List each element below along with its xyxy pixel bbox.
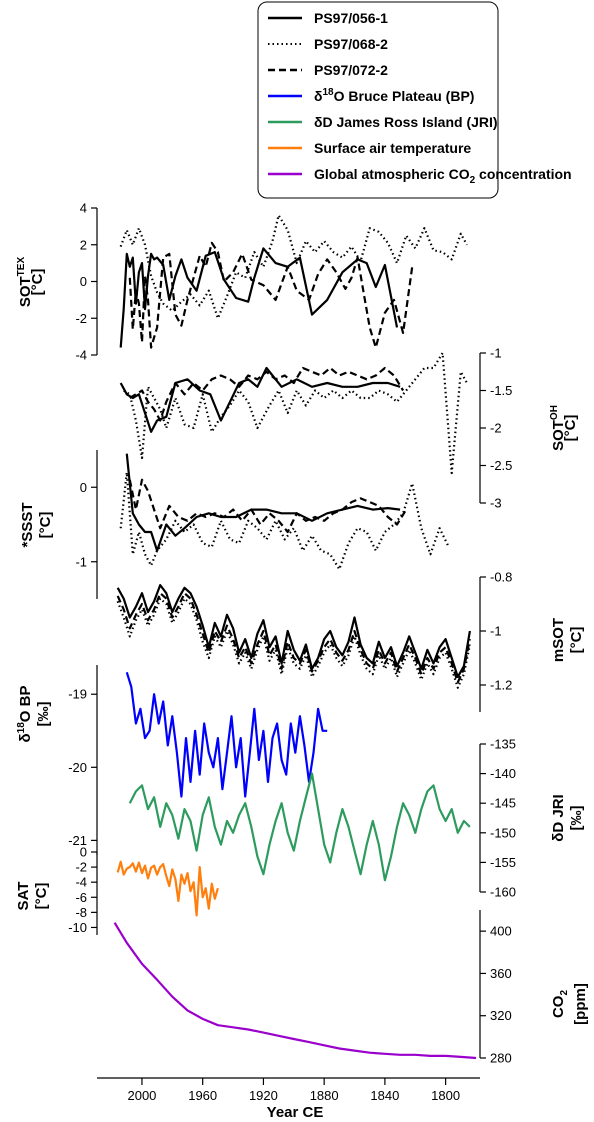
co2-y-tick-label: 360 — [490, 966, 512, 981]
sotoh-y-tick-label: -1 — [490, 346, 502, 361]
ssst-y-tick-label: -1 — [75, 554, 87, 569]
msot-y-tick-label: -1.2 — [490, 678, 512, 693]
sotoh-series-ps97-056-1 — [119, 366, 401, 433]
jri-y-tick-label: -150 — [490, 825, 516, 840]
sottex-series-ps97-072-2 — [128, 241, 414, 349]
sotoh-series-ps97-068-2 — [123, 351, 468, 475]
panel-sat: 0-2-4-6-8-10 SAT[°C] — [15, 845, 219, 935]
legend-label-james-ross-island: δD James Ross Island (JRI) — [314, 114, 498, 130]
co2-y-tick-label: 400 — [490, 924, 512, 939]
sottex-y-tick-label: 4 — [80, 201, 87, 216]
x-axis-label: Year CE — [267, 1104, 324, 1121]
ssst-y-tick-label: 0 — [80, 480, 87, 495]
sotoh-y-tick-label: -2 — [490, 421, 502, 436]
panels: 420-2-4SOTTEX[°C]-1-1.5-2-2.5-3SOTOH[°C]… — [15, 201, 589, 1066]
sat-series-surface-air-temperature — [116, 860, 219, 917]
sottex-y-tick-label: 2 — [80, 237, 87, 252]
co2-series-global-atmospheric-co2-concentration — [113, 922, 477, 1060]
jri-y-tick-label: -145 — [490, 796, 516, 811]
jri-y-tick-label: -135 — [490, 737, 516, 752]
ssst-series-ps97-056-1 — [125, 453, 401, 552]
co2-y-tick-label: 320 — [490, 1008, 512, 1023]
ssst-series-ps97-072-2 — [128, 478, 408, 534]
co2-y-axis-label: CO2 [ppm] — [550, 983, 589, 1025]
sat-y-tick-label: -4 — [75, 875, 87, 890]
sat-y-tick-label: -6 — [75, 890, 87, 905]
jri-y-axis-label: δD JRI[‰] — [550, 794, 585, 841]
panel-msot: -0.8 -1 -1.2 mSOT[°C] — [116, 570, 585, 712]
jri-y-tick-label: -160 — [490, 885, 516, 900]
co2-y-tick-label: 280 — [490, 1051, 512, 1066]
x-axis-ticks: 2000 1960 1920 1880 1840 1800 — [127, 1078, 460, 1103]
sottex-series-ps97-056-1 — [119, 247, 399, 348]
panel-co2: 280 320 360 400 CO2 [ppm] — [113, 910, 589, 1066]
sat-y-tick-label: -2 — [75, 860, 87, 875]
legend: PS97/056-1 PS97/068-2 PS97/072-2 δ18O Br… — [257, 1, 572, 199]
x-axis: 2000 1960 1920 1880 1840 1800 Year CE — [97, 1077, 480, 1121]
bp-series--18o-bruce-plateau-bp- — [125, 671, 328, 798]
legend-label-bruce-plateau: δ18O Bruce Plateau (BP) — [314, 87, 474, 104]
msot-series-ps97-072-2 — [116, 592, 471, 684]
sottex-y-tick-label: -4 — [75, 348, 87, 363]
legend-label-ps97-068-2: PS97/068-2 — [314, 36, 388, 52]
sottex-series-ps97-068-2 — [119, 214, 468, 320]
x-tick-label: 1800 — [431, 1088, 460, 1103]
msot-y-tick-label: -1 — [490, 624, 502, 639]
panel-ssst: 0 -1 *SSST[°C] — [19, 450, 450, 599]
legend-label-surface-air-temperature: Surface air temperature — [314, 140, 471, 156]
sotoh-y-tick-label: -3 — [490, 496, 502, 511]
bp-y-axis-label: δ18O BP[‰] — [16, 686, 52, 743]
panel-jri: -135 -140 -145 -150 -155 -160 δD JRI[‰] — [128, 737, 585, 900]
msot-y-axis-label: mSOT[°C] — [550, 618, 585, 662]
sotoh-y-tick-label: -2.5 — [490, 458, 512, 473]
x-tick-label: 1960 — [188, 1088, 217, 1103]
sat-y-tick-label: -10 — [68, 920, 87, 935]
jri-y-tick-label: -140 — [490, 766, 516, 781]
x-tick-label: 1920 — [249, 1088, 278, 1103]
sat-y-tick-label: -8 — [75, 905, 87, 920]
legend-label-ps97-072-2: PS97/072-2 — [314, 62, 388, 78]
x-tick-label: 1880 — [310, 1088, 339, 1103]
legend-label-co2: Global atmospheric CO2 concentration — [314, 166, 572, 186]
jri-series--d-james-ross-island-jri- — [128, 772, 471, 882]
legend-label-ps97-056-1: PS97/056-1 — [314, 10, 388, 26]
ssst-y-axis-label: *SSST[°C] — [19, 502, 54, 547]
bp-y-tick-label: -20 — [68, 760, 87, 775]
sat-y-tick-label: 0 — [80, 845, 87, 860]
msot-y-tick-label: -0.8 — [490, 570, 512, 585]
jri-y-tick-label: -155 — [490, 855, 516, 870]
sotoh-y-axis-label: SOTOH[°C] — [549, 405, 579, 451]
bp-y-tick-label: -19 — [68, 687, 87, 702]
sotoh-y-tick-label: -1.5 — [490, 383, 512, 398]
msot-series-ps97-056-1 — [116, 583, 471, 679]
panel-sotoh: -1 -1.5 -2 -2.5 -3 SOTOH[°C] — [119, 346, 579, 511]
bp-y-tick-label: -21 — [68, 833, 87, 848]
sat-y-axis-label: SAT[°C] — [15, 882, 50, 911]
x-tick-label: 1840 — [370, 1088, 399, 1103]
sottex-y-tick-label: -2 — [75, 311, 87, 326]
panel-bp: -19 -20 -21 δ18O BP[‰] — [16, 665, 328, 855]
msot-series-ps97-068-2 — [116, 597, 471, 689]
panel-sottex: 4 2 0 -2 -4 SOTTEX[°C] — [16, 201, 468, 363]
sottex-y-tick-label: 0 — [80, 274, 87, 289]
sottex-y-axis-label: SOTTEX[°C] — [16, 257, 46, 308]
sotoh-series-ps97-072-2 — [129, 366, 405, 422]
x-tick-label: 2000 — [127, 1088, 156, 1103]
legend-frame — [257, 1, 499, 199]
